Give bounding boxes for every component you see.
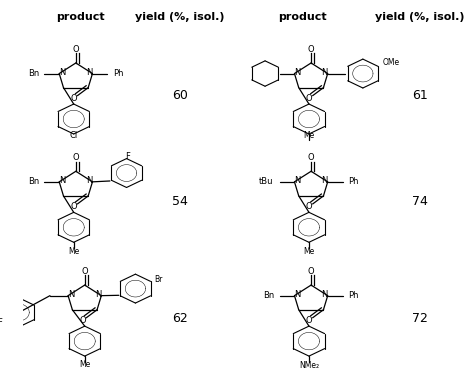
Text: O: O	[306, 316, 312, 325]
Text: N: N	[68, 290, 74, 299]
Text: O: O	[73, 153, 79, 163]
Text: N: N	[321, 68, 328, 77]
Text: N: N	[294, 68, 301, 77]
Text: Ph: Ph	[348, 291, 358, 300]
Text: O: O	[308, 45, 314, 54]
Text: Me: Me	[303, 247, 315, 256]
Text: Bn: Bn	[28, 69, 39, 78]
Text: N: N	[321, 290, 328, 299]
Text: O: O	[82, 267, 88, 276]
Text: NMe₂: NMe₂	[299, 361, 319, 370]
Text: N: N	[95, 290, 101, 299]
Text: N: N	[59, 176, 65, 185]
Text: F: F	[0, 318, 2, 327]
Text: yield (%, isol.): yield (%, isol.)	[136, 12, 225, 22]
Text: 61: 61	[412, 89, 428, 102]
Text: yield (%, isol.): yield (%, isol.)	[375, 12, 465, 22]
Text: 60: 60	[172, 89, 188, 102]
Text: OMe: OMe	[383, 58, 400, 67]
Text: product: product	[56, 12, 105, 22]
Text: N: N	[59, 68, 65, 77]
Text: N: N	[294, 290, 301, 299]
Text: Me: Me	[79, 360, 91, 369]
Text: Br: Br	[155, 275, 163, 284]
Text: O: O	[73, 45, 79, 54]
Text: N: N	[321, 176, 328, 185]
Text: 54: 54	[172, 195, 188, 208]
Text: 62: 62	[172, 312, 188, 326]
Text: O: O	[80, 316, 86, 325]
Text: Cl: Cl	[70, 131, 78, 140]
Text: product: product	[278, 12, 327, 22]
Text: O: O	[308, 267, 314, 276]
Text: Bn: Bn	[28, 177, 39, 186]
Text: O: O	[306, 202, 312, 211]
Text: O: O	[71, 202, 77, 211]
Text: O: O	[71, 94, 77, 103]
Text: 72: 72	[412, 312, 428, 326]
Text: Me: Me	[68, 247, 79, 256]
Text: O: O	[308, 153, 314, 163]
Text: Ph: Ph	[113, 69, 123, 78]
Text: N: N	[294, 176, 301, 185]
Text: Bn: Bn	[263, 291, 274, 300]
Text: N: N	[86, 176, 92, 185]
Text: Me: Me	[303, 131, 315, 140]
Text: tBu: tBu	[259, 177, 273, 186]
Text: F: F	[125, 152, 130, 161]
Text: Ph: Ph	[348, 177, 358, 186]
Text: N: N	[86, 68, 92, 77]
Text: O: O	[306, 94, 312, 103]
Text: 74: 74	[412, 195, 428, 208]
